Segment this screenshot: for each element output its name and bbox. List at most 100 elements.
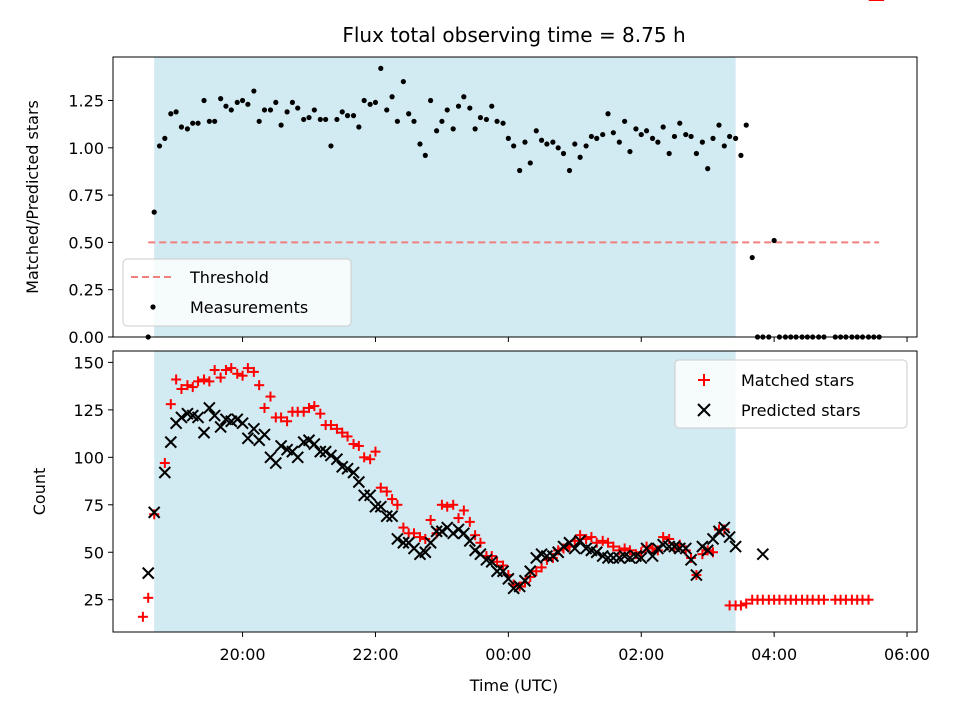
matched-stars-point <box>536 562 547 573</box>
matched-stars-point <box>464 516 475 527</box>
predicted-stars-point-b <box>181 407 194 420</box>
matched-stars-point <box>209 364 220 375</box>
predicted-stars-point <box>530 551 543 565</box>
ratio-panel: 0.00 0.25 0.50 0.75 1.00 1.25 Matched/Predicte… <box>23 56 918 347</box>
predicted-stars-point <box>646 549 659 563</box>
matched-stars-point <box>409 528 420 539</box>
predicted-stars-point-b <box>723 530 736 544</box>
predicted-stars-point-b <box>706 532 720 546</box>
measurements-point <box>190 120 196 126</box>
predicted-stars-point-b <box>391 532 404 546</box>
predicted-stars-point <box>712 525 726 538</box>
measurements-point <box>384 107 390 113</box>
matched-stars-point <box>187 382 198 393</box>
measurements-point <box>467 105 473 111</box>
predicted-stars-point-b <box>474 547 487 561</box>
matched-stars-point <box>614 545 625 556</box>
predicted-stars-point-b <box>314 445 327 458</box>
counts-panel: 25 50 75 100 125 150 20:00 22:00 00:00 02:00 04:00… <box>30 0 930 664</box>
measurements-point <box>616 139 622 145</box>
matched-stars-point <box>226 363 237 374</box>
measurements-point <box>638 131 644 138</box>
predicted-stars-point <box>374 500 387 513</box>
predicted-stars-point-b <box>668 540 681 553</box>
predicted-stars-point-b <box>718 521 731 534</box>
predicted-stars-point <box>385 509 399 523</box>
predicted-stars-point-b <box>186 409 199 422</box>
predicted-stars-point-b <box>496 565 510 578</box>
matched-stars-point <box>348 439 359 450</box>
measurements-point <box>350 113 357 119</box>
matched-stars-point <box>735 600 746 611</box>
measurements-point <box>450 126 456 132</box>
ratio-axes-frame <box>112 56 918 338</box>
predicted-stars-point <box>164 435 178 449</box>
matched-stars-point <box>818 594 829 605</box>
predicted-stars-point <box>468 544 482 557</box>
measurements-point <box>577 154 583 160</box>
matched-stars-point <box>641 541 652 552</box>
measurements-point <box>245 101 251 107</box>
measurements-point <box>555 145 561 151</box>
measurements-point <box>433 128 440 134</box>
measurements-point <box>727 133 733 140</box>
matched-stars-point <box>470 530 481 541</box>
predicted-stars-point <box>568 542 582 555</box>
measurements-point <box>317 116 323 123</box>
matched-stars-point <box>204 376 215 387</box>
measurements-point <box>771 237 777 244</box>
predicted-stars-point-b <box>684 553 698 567</box>
matched-stars-point <box>597 535 608 546</box>
predicted-stars-point <box>302 434 316 447</box>
measurements-point <box>738 152 744 158</box>
predicted-stars-point <box>463 534 477 548</box>
measurements-point <box>361 97 367 104</box>
measurements-point <box>162 135 168 141</box>
x-tick-label: 00:00 <box>485 645 531 664</box>
measurements-point <box>505 135 511 141</box>
matched-stars-point <box>370 446 381 457</box>
predicted-stars-point-b <box>712 525 726 538</box>
predicted-stars-point <box>635 551 648 565</box>
measurements-point <box>367 101 373 107</box>
measurements-point <box>677 120 683 126</box>
matched-stars-point <box>237 370 248 381</box>
predicted-stars-point <box>518 574 532 587</box>
predicted-stars-point-b <box>635 551 648 565</box>
predicted-stars-point <box>723 530 736 544</box>
measurements-point <box>649 135 656 141</box>
predicted-stars-point-b <box>662 540 676 553</box>
predicted-stars-point-b <box>274 439 288 453</box>
ratio-y-tick-label: 1.00 <box>68 139 104 158</box>
matched-stars-point <box>248 366 259 377</box>
counts-y-tick-label: 150 <box>73 353 104 372</box>
measurements-point <box>560 150 567 157</box>
matched-stars-point <box>392 499 403 510</box>
legend-predicted-label: Predicted stars <box>741 401 861 420</box>
measurements-point <box>455 103 462 109</box>
measurements-point <box>223 103 229 109</box>
measurements-point <box>339 109 345 115</box>
predicted-stars-point <box>142 566 155 580</box>
measurements-point <box>284 109 290 115</box>
matched-stars-point <box>220 364 231 375</box>
matched-stars-point <box>215 372 226 383</box>
predicted-stars-point <box>203 401 216 415</box>
measurements-point <box>184 126 191 132</box>
counts-observing-window <box>154 351 736 632</box>
measurements-point <box>372 99 379 106</box>
predicted-stars-point-b <box>640 542 653 555</box>
predicted-stars-point-b <box>435 525 449 538</box>
matched-stars-point <box>282 416 293 427</box>
predicted-stars-point-b <box>656 538 670 551</box>
matched-stars-point <box>259 402 270 413</box>
predicted-stars-point-b <box>291 451 304 464</box>
matched-stars-point <box>365 454 376 465</box>
predicted-stars-point-b <box>231 413 244 426</box>
predicted-stars-point-b <box>324 449 338 462</box>
predicted-stars-point-b <box>347 466 360 479</box>
predicted-stars-point <box>546 549 560 563</box>
predicted-stars-point-b <box>424 536 437 549</box>
ratio-y-tick-label: 0.50 <box>68 233 104 252</box>
